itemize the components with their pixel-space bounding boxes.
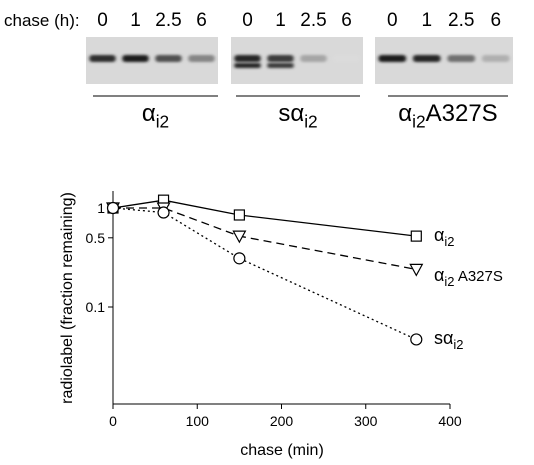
data-point (106, 201, 120, 215)
gel-time-label: 1 (421, 10, 432, 31)
data-point (409, 263, 424, 277)
gel-group-label: sαi2 (278, 100, 317, 132)
gel-band (122, 55, 149, 62)
gel-time-label: 2.5 (448, 10, 474, 31)
gel-time-label: 0 (387, 10, 398, 31)
gel-band (267, 55, 294, 62)
data-point (410, 333, 423, 346)
series-lines (112, 199, 417, 341)
y-axis-label: radiolabel (fraction remaining) (59, 192, 76, 404)
gel-time-label: 6 (490, 10, 501, 31)
y-tick-label: 0.1 (86, 299, 106, 315)
gel-time-label: 1 (130, 10, 141, 31)
y-tick-label: 0.5 (86, 230, 106, 246)
x-ticks: 0 100 200 300 400 (109, 404, 462, 429)
gel-time-label: 6 (341, 10, 352, 31)
gel-strip-2 (231, 37, 363, 84)
gel-band (89, 55, 116, 62)
series-line (112, 207, 417, 341)
gel-group-labels: αi2 sαi2 αi2A327S (93, 95, 508, 132)
data-point (157, 206, 170, 219)
series-label: αi2 (434, 225, 455, 249)
gel-time-label: 2.5 (300, 10, 326, 31)
gel-band (234, 55, 261, 62)
gel-group-label: αi2 (142, 100, 169, 132)
y-tick-label: 1 (97, 200, 105, 216)
gel-band (378, 55, 407, 62)
x-tick-label: 200 (270, 413, 294, 429)
gel-strip-3 (375, 37, 513, 84)
x-tick-label: 300 (354, 413, 378, 429)
gel-band (300, 55, 327, 62)
series-labels: αi2 αi2 A327S sαi2 (434, 225, 503, 352)
gel-band (333, 55, 360, 62)
gel-strip-1 (86, 37, 218, 84)
gel-panel: chase (h): 0 1 2.5 6 0 1 2.5 6 0 1 2.5 6 αi2 sαi2 αi2… (4, 10, 513, 132)
gel-band-lower (267, 63, 294, 68)
series-label: αi2 A327S (434, 265, 503, 289)
series-line (112, 199, 417, 237)
gel-strips (86, 37, 513, 84)
gel-time-label: 1 (275, 10, 286, 31)
series-line (113, 207, 417, 271)
gel-band (447, 55, 476, 62)
data-point (233, 209, 245, 221)
x-tick-label: 0 (109, 413, 117, 429)
gel-time-label: 0 (97, 10, 108, 31)
gel-group-label: αi2A327S (398, 100, 497, 132)
data-point (410, 230, 422, 242)
y-ticks: 1 0.5 0.1 (86, 200, 113, 315)
decay-chart: 0 100 200 300 400 1 0.5 0.1 αi2 αi2 A327S sαi2 c… (59, 191, 503, 459)
gel-time-label: 2.5 (155, 10, 181, 31)
chase-label: chase (h): (4, 11, 80, 30)
data-point (233, 252, 246, 265)
gel-band (155, 55, 182, 62)
gel-time-labels: 0 1 2.5 6 0 1 2.5 6 0 1 2.5 6 (97, 10, 501, 31)
x-tick-label: 100 (186, 413, 210, 429)
gel-time-label: 6 (196, 10, 207, 31)
gel-band (412, 55, 441, 62)
gel-band (188, 55, 215, 62)
gel-band (481, 55, 510, 62)
data-point (232, 230, 247, 244)
gel-time-label: 0 (242, 10, 253, 31)
series-label: sαi2 (434, 328, 464, 352)
x-tick-label: 400 (438, 413, 462, 429)
series-markers (105, 194, 424, 346)
gel-band-lower (234, 63, 261, 68)
x-axis-label: chase (min) (240, 442, 324, 459)
